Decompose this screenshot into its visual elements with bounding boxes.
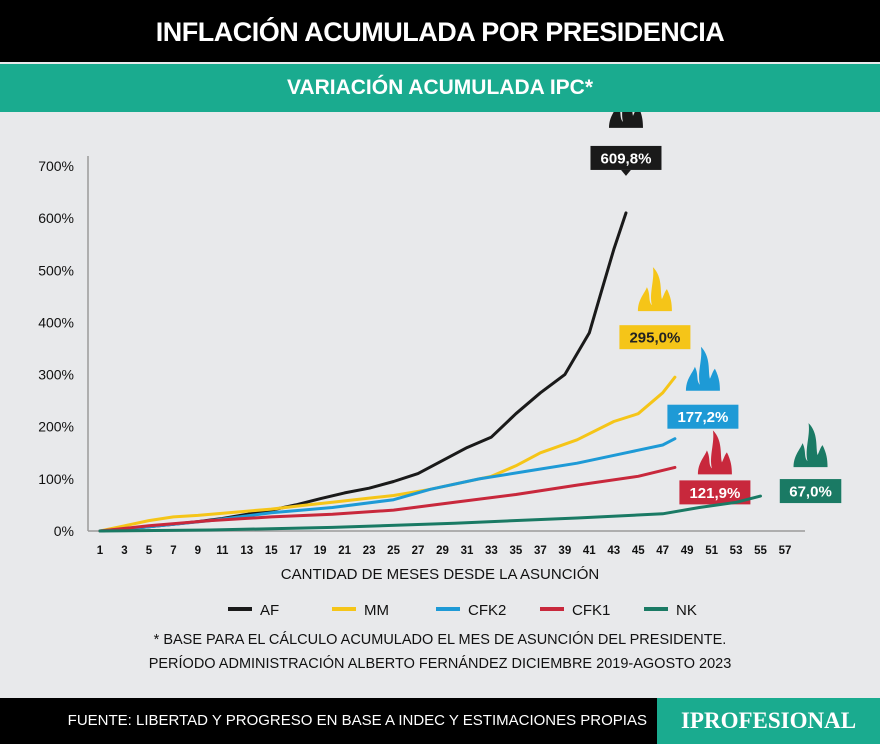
y-tick-label: 400% xyxy=(38,314,74,330)
series-line-cfk1 xyxy=(98,465,677,533)
x-tick-label: 55 xyxy=(754,545,767,557)
end-label-cfk2: 177,2% xyxy=(677,409,728,426)
end-label-box-mm xyxy=(619,325,691,350)
flame-icon xyxy=(608,112,643,128)
x-tick-label: 3 xyxy=(121,545,127,557)
y-tick-label: 300% xyxy=(38,367,74,383)
end-label-cfk1: 121,9% xyxy=(689,485,740,502)
x-tick-label: 15 xyxy=(265,545,278,557)
x-tick-label: 53 xyxy=(730,545,743,557)
x-tick-label: 11 xyxy=(216,545,229,557)
end-label-box-nk xyxy=(779,479,842,504)
series-line-af xyxy=(98,211,628,533)
x-tick-label: 27 xyxy=(412,545,425,557)
brand-logo: IPROFESIONAL xyxy=(657,698,880,744)
source-footer: FUENTE: LIBERTAD Y PROGRESO EN BASE A IN… xyxy=(0,698,657,744)
x-tick-label: 51 xyxy=(705,545,718,557)
x-tick-label: 35 xyxy=(509,545,522,557)
legend-label-af: AF xyxy=(260,602,279,619)
x-tick-label: 25 xyxy=(387,545,400,557)
x-tick-label: 57 xyxy=(779,545,792,557)
y-tick-label: 500% xyxy=(38,262,74,278)
chart-subtitle: VARIACIÓN ACUMULADA IPC* xyxy=(0,64,880,112)
x-tick-label: 47 xyxy=(656,545,669,557)
x-tick-label: 49 xyxy=(681,545,694,557)
y-tick-label: 200% xyxy=(38,419,74,435)
page-title: INFLACIÓN ACUMULADA POR PRESIDENCIA xyxy=(0,0,880,62)
chart: 0%100%200%300%400%500%600%700%1 3 5 7 9 11 13 1… xyxy=(38,112,842,619)
legend-label-mm: MM xyxy=(364,602,389,619)
flame-icon xyxy=(793,423,828,468)
flame-icon xyxy=(637,267,672,312)
y-tick-label: 100% xyxy=(38,471,74,487)
x-tick-label: 33 xyxy=(485,545,498,557)
y-tick-label: 600% xyxy=(38,210,74,226)
end-label-mm: 295,0% xyxy=(629,330,680,347)
flame-icon xyxy=(685,346,720,391)
flame-icon xyxy=(697,430,732,475)
end-label-nk: 67,0% xyxy=(789,484,832,501)
legend-label-cfk1: CFK1 xyxy=(572,602,610,619)
legend-label-nk: NK xyxy=(676,602,697,619)
series-line-mm xyxy=(98,375,677,533)
x-tick-label: 9 xyxy=(195,545,201,557)
x-tick-label: 43 xyxy=(607,545,620,557)
x-tick-label: 29 xyxy=(436,545,449,557)
footnote-2: PERÍODO ADMINISTRACIÓN ALBERTO FERNÁNDEZ… xyxy=(148,656,732,672)
x-tick-label: 19 xyxy=(314,545,327,557)
x-tick-label: 21 xyxy=(338,545,351,557)
y-tick-label: 700% xyxy=(38,158,74,174)
end-label-af: 609,8% xyxy=(601,150,652,167)
end-label-box-cfk2 xyxy=(667,404,739,429)
x-tick-label: 41 xyxy=(583,545,596,557)
legend-label-cfk2: CFK2 xyxy=(468,602,506,619)
source-text: FUENTE: LIBERTAD Y PROGRESO EN BASE A IN… xyxy=(67,712,647,729)
x-tick-label: 17 xyxy=(289,545,302,557)
x-tick-label: 7 xyxy=(170,545,176,557)
end-label-box-af xyxy=(590,145,662,170)
label-pointer xyxy=(620,169,631,176)
x-tick-label: 39 xyxy=(558,545,571,557)
x-tick-label: 37 xyxy=(534,545,547,557)
x-tick-label: 1 xyxy=(97,545,104,557)
x-tick-label: 5 xyxy=(146,545,153,557)
x-tick-label: 13 xyxy=(240,545,253,557)
x-axis-title: CANTIDAD DE MESES DESDE LA ASUNCIÓN xyxy=(281,566,599,583)
x-tick-label: 45 xyxy=(632,545,645,557)
y-tick-label: 0% xyxy=(54,523,74,539)
x-tick-label: 23 xyxy=(363,545,376,557)
series-line-nk xyxy=(98,494,762,533)
footnote-1: * BASE PARA EL CÁLCULO ACUMULADO EL MES … xyxy=(153,632,727,648)
x-tick-label: 31 xyxy=(461,545,474,557)
